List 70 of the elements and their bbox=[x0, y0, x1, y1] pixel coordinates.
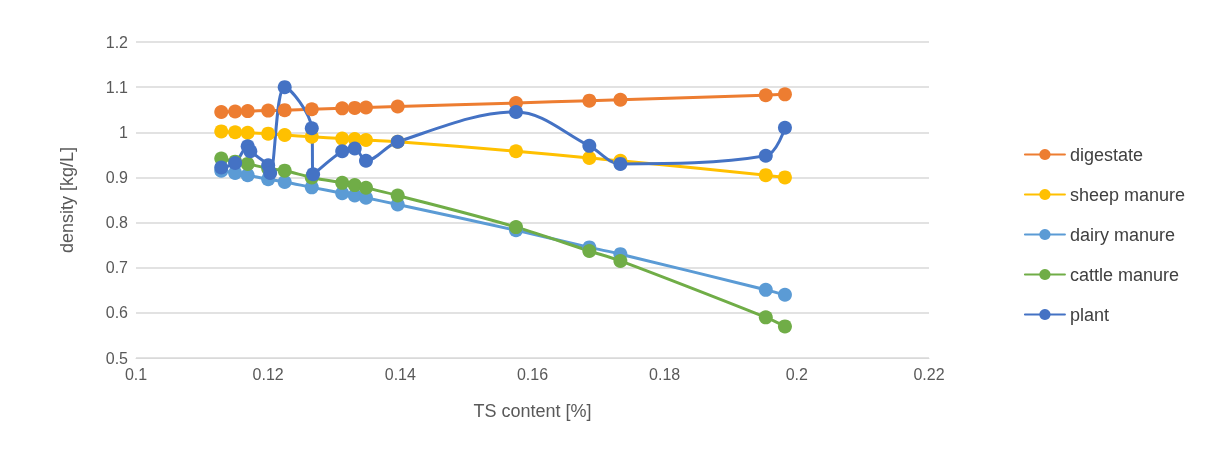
point bbox=[508, 144, 523, 159]
point bbox=[243, 144, 258, 159]
point bbox=[214, 124, 229, 139]
point bbox=[758, 310, 773, 325]
y-tick-label: 1.2 bbox=[105, 33, 129, 51]
point bbox=[390, 188, 405, 203]
x-tick-label: 0.22 bbox=[913, 365, 945, 383]
x-tick-label: 0.2 bbox=[785, 365, 809, 383]
point bbox=[261, 103, 276, 118]
point bbox=[214, 104, 229, 119]
legend-label: digestate bbox=[1069, 144, 1143, 165]
x-tick-label: 0.1 bbox=[124, 365, 148, 383]
point bbox=[277, 174, 292, 189]
point bbox=[263, 165, 278, 180]
legend-label: dairy manure bbox=[1069, 224, 1175, 245]
point bbox=[777, 170, 792, 185]
y-tick-label: 0.7 bbox=[105, 259, 129, 277]
point bbox=[335, 175, 350, 190]
point bbox=[508, 104, 523, 119]
point bbox=[613, 92, 628, 107]
point bbox=[228, 125, 243, 140]
legend-label: cattle manure bbox=[1069, 264, 1179, 285]
point bbox=[228, 104, 243, 119]
point bbox=[277, 80, 292, 95]
point bbox=[347, 141, 362, 156]
point bbox=[777, 319, 792, 334]
point bbox=[358, 153, 373, 168]
point bbox=[582, 244, 597, 259]
point bbox=[347, 178, 362, 193]
point bbox=[358, 132, 373, 147]
point bbox=[240, 104, 255, 119]
y-tick-label: 0.9 bbox=[105, 168, 129, 186]
point bbox=[758, 88, 773, 103]
x-tick-label: 0.18 bbox=[649, 365, 681, 383]
y-tick-label: 1 bbox=[119, 123, 129, 141]
point bbox=[304, 102, 319, 117]
y-tick-label: 0.6 bbox=[105, 304, 129, 322]
x-axis-title: TS content [%] bbox=[473, 401, 592, 421]
point bbox=[358, 100, 373, 115]
legend-label: plant bbox=[1069, 304, 1109, 325]
x-tick-label: 0.16 bbox=[516, 365, 549, 383]
point bbox=[777, 120, 792, 135]
point bbox=[758, 282, 773, 297]
point bbox=[261, 126, 276, 141]
point bbox=[277, 163, 292, 178]
point bbox=[335, 144, 350, 159]
point bbox=[240, 125, 255, 140]
point bbox=[390, 99, 405, 114]
point bbox=[758, 168, 773, 183]
point bbox=[277, 128, 292, 142]
point bbox=[304, 121, 319, 136]
point bbox=[758, 148, 773, 163]
point bbox=[358, 180, 373, 195]
legend-label: sheep manure bbox=[1069, 184, 1185, 205]
point bbox=[335, 131, 350, 146]
y-axis-title: density [kg/L] bbox=[57, 146, 77, 254]
point bbox=[613, 253, 628, 268]
point bbox=[582, 93, 597, 108]
x-tick-label: 0.12 bbox=[252, 365, 284, 383]
y-tick-label: 1.1 bbox=[105, 78, 129, 96]
point bbox=[335, 101, 350, 116]
point bbox=[777, 287, 792, 302]
point bbox=[582, 138, 597, 153]
point bbox=[582, 151, 597, 166]
point bbox=[240, 156, 255, 171]
y-tick-label: 0.8 bbox=[105, 214, 129, 232]
y-tick-label: 0.5 bbox=[105, 349, 129, 367]
point bbox=[777, 87, 792, 102]
x-tick-label: 0.14 bbox=[384, 365, 417, 383]
point bbox=[277, 103, 292, 118]
